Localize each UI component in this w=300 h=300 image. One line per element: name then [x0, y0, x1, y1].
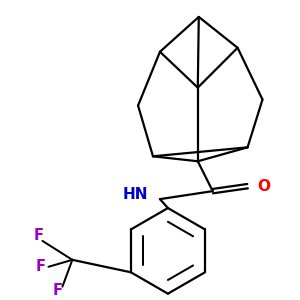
Text: O: O	[257, 179, 271, 194]
Text: F: F	[34, 228, 44, 243]
Text: F: F	[52, 283, 62, 298]
Text: F: F	[35, 259, 46, 274]
Text: HN: HN	[122, 187, 148, 202]
